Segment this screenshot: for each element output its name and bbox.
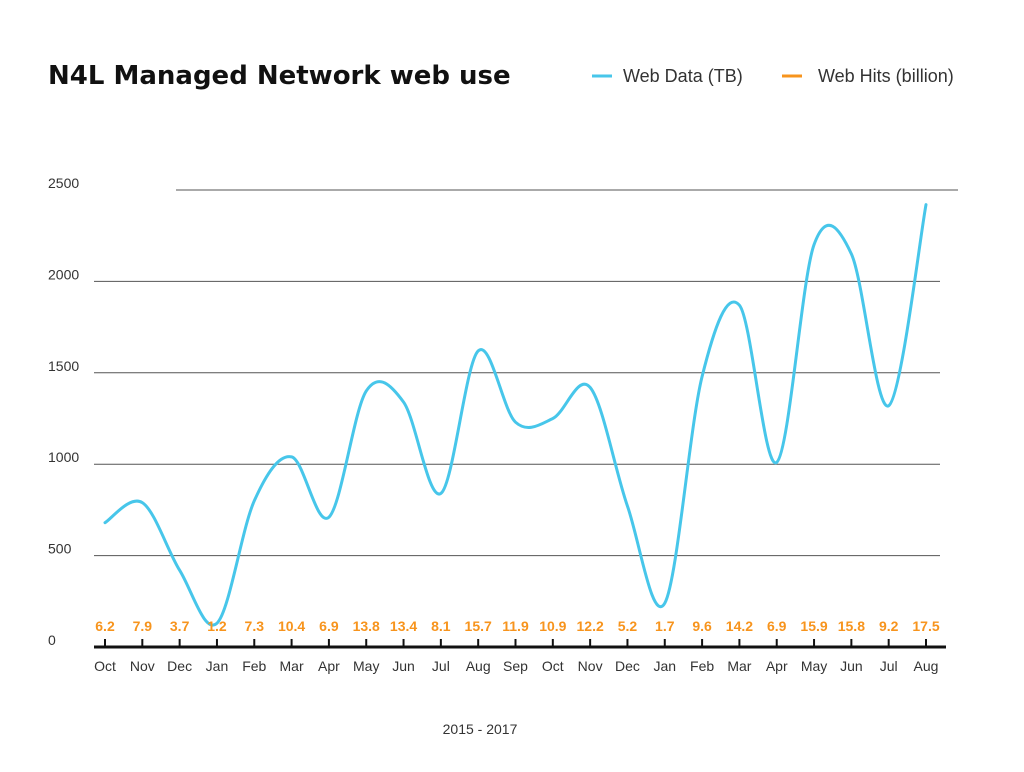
x-tick-label: Feb — [690, 658, 714, 674]
x-tick-label: Jan — [206, 658, 229, 674]
web-hits-label: 9.6 — [692, 618, 712, 634]
web-hits-label: 9.2 — [879, 618, 899, 634]
web-hits-label: 15.9 — [800, 618, 827, 634]
series-lines — [103, 203, 928, 627]
web-hits-label: 3.7 — [170, 618, 190, 634]
web-hits-label: 10.9 — [539, 618, 566, 634]
x-axis-title: 2015 - 2017 — [443, 721, 518, 737]
web-hits-label: 17.5 — [912, 618, 939, 634]
x-tick-label: Jun — [840, 658, 863, 674]
x-tick-label: Dec — [615, 658, 640, 674]
x-tick-label: Nov — [130, 658, 155, 674]
series-line-web-data — [103, 203, 928, 627]
x-tick-label: May — [801, 658, 827, 674]
chart-title: N4L Managed Network web use — [48, 61, 511, 91]
legend-label-web-data: Web Data (TB) — [623, 66, 743, 86]
x-tick-label: Jul — [432, 658, 450, 674]
y-tick-label: 500 — [48, 541, 72, 557]
y-tick-label: 2000 — [48, 266, 79, 282]
web-hits-label: 1.7 — [655, 618, 675, 634]
x-axis: Oct Nov Dec Jan Feb Mar Apr May Jun Jul Aug Sep Oct N… — [94, 639, 946, 674]
web-hits-labels: 6.2 7.9 3.7 1.2 7.3 10.4 6.9 13.8 13.4 8.1 15.7 11.… — [95, 618, 940, 634]
web-hits-label: 15.7 — [465, 618, 492, 634]
x-tick-label: May — [353, 658, 379, 674]
x-tick-label: Jan — [653, 658, 676, 674]
web-hits-label: 14.2 — [726, 618, 753, 634]
web-hits-label: 12.2 — [577, 618, 604, 634]
y-tick-label: 1000 — [48, 449, 79, 465]
gridlines — [94, 189, 958, 557]
x-tick-label: Jul — [880, 658, 898, 674]
x-tick-label: Aug — [914, 658, 939, 674]
web-hits-label: 7.9 — [133, 618, 153, 634]
x-tick-label: Nov — [578, 658, 603, 674]
x-tick-label: Aug — [466, 658, 491, 674]
y-tick-label: 2500 — [48, 175, 79, 191]
x-tick-label: Mar — [727, 658, 751, 674]
y-tick-label: 1500 — [48, 358, 79, 374]
x-tick-label: Feb — [242, 658, 266, 674]
web-hits-label: 6.9 — [767, 618, 787, 634]
legend: Web Data (TB) Web Hits (billion) — [592, 66, 954, 86]
x-tick-label: Oct — [542, 658, 564, 674]
web-hits-label: 6.2 — [95, 618, 115, 634]
legend-label-web-hits: Web Hits (billion) — [818, 66, 954, 86]
web-hits-label: 1.2 — [207, 618, 227, 634]
x-tick-label: Apr — [318, 658, 340, 674]
x-tick-label: Oct — [94, 658, 116, 674]
x-tick-label: Apr — [766, 658, 788, 674]
web-hits-label: 10.4 — [278, 618, 305, 634]
web-hits-label: 11.9 — [502, 618, 529, 634]
web-hits-label: 13.8 — [353, 618, 380, 634]
y-tick-label: 0 — [48, 632, 56, 648]
x-tick-label: Sep — [503, 658, 528, 674]
web-hits-label: 7.3 — [245, 618, 265, 634]
web-hits-label: 13.4 — [390, 618, 417, 634]
web-hits-label: 5.2 — [618, 618, 638, 634]
web-hits-label: 6.9 — [319, 618, 339, 634]
web-hits-label: 15.8 — [838, 618, 865, 634]
x-tick-label: Jun — [392, 658, 415, 674]
y-axis: 0 500 1000 1500 2000 2500 — [48, 175, 79, 648]
web-hits-label: 8.1 — [431, 618, 451, 634]
x-tick-label: Dec — [167, 658, 192, 674]
x-tick-label: Mar — [280, 658, 304, 674]
